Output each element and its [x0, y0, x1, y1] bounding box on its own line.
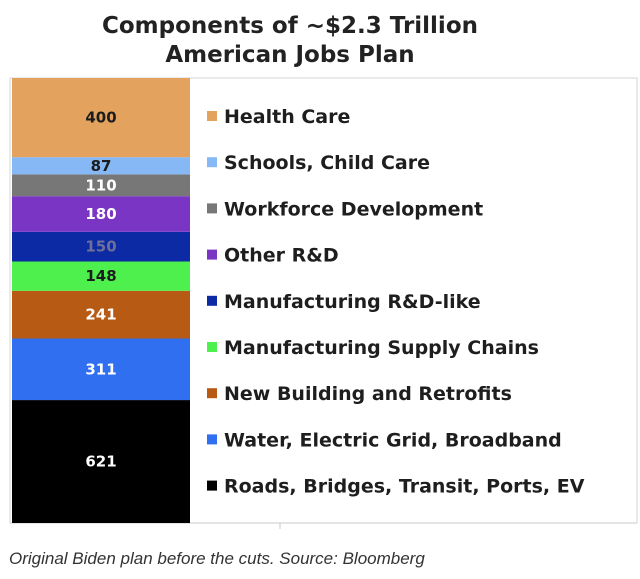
legend-swatch-water-electric-grid-broadband: [207, 434, 217, 445]
legend-label-new-building-and-retrofits: New Building and Retrofits: [224, 383, 512, 405]
legend-swatch-roads-bridges-transit-ports-ev: [207, 480, 217, 491]
bar-segment-manufacturing-supply-chains: [12, 261, 190, 291]
legend-label-schools-child-care: Schools, Child Care: [224, 152, 430, 174]
bar-segment-manufacturing-randd-like: [12, 231, 190, 262]
bar-segment-water-electric-grid-broadband: [12, 338, 190, 401]
data-label-roads-bridges-transit-ports-ev: 621: [85, 453, 116, 471]
legend-label-health-care: Health Care: [224, 106, 350, 128]
legend-label-water-electric-grid-broadband: Water, Electric Grid, Broadband: [224, 429, 562, 451]
data-label-manufacturing-randd-like: 150: [85, 238, 116, 256]
figure-caption: Original Biden plan before the cuts. Sou…: [9, 549, 425, 568]
legend: Health Care Schools, Child Care Workforce …: [207, 106, 585, 498]
legend-swatch-manufacturing-randd-like: [207, 295, 217, 306]
chart-title-line-2: American Jobs Plan: [165, 42, 414, 68]
data-label-other-randd: 180: [85, 205, 116, 223]
bar-segment-roads-bridges-transit-ports-ev: [12, 400, 190, 523]
legend-swatch-health-care: [207, 111, 217, 121]
bar-segment-workforce-development: [12, 174, 190, 197]
bar-segment-schools-child-care: [12, 157, 190, 175]
legend-swatch-other-randd: [207, 249, 217, 260]
bar-segment-health-care: [12, 78, 190, 158]
data-label-health-care: 400: [85, 109, 116, 127]
data-label-workforce-development: 110: [85, 176, 116, 194]
data-label-schools-child-care: 87: [91, 157, 112, 175]
chart-title-line-1: Components of ~$2.3 Trillion: [102, 13, 478, 39]
legend-label-workforce-development: Workforce Development: [224, 198, 483, 220]
legend-swatch-schools-child-care: [207, 157, 217, 168]
legend-label-other-randd: Other R&D: [224, 245, 339, 267]
legend-label-roads-bridges-transit-ports-ev: Roads, Bridges, Transit, Ports, EV: [224, 476, 585, 498]
bar-segment-other-randd: [12, 196, 190, 232]
legend-label-manufacturing-randd-like: Manufacturing R&D-like: [224, 291, 481, 313]
legend-label-manufacturing-supply-chains: Manufacturing Supply Chains: [224, 337, 539, 359]
legend-swatch-workforce-development: [207, 203, 217, 214]
data-label-water-electric-grid-broadband: 311: [85, 360, 116, 378]
data-label-new-building-and-retrofits: 241: [85, 306, 116, 324]
stacked-bar-chart: Components of ~$2.3 Trillion American Jo…: [9, 13, 638, 529]
legend-swatch-manufacturing-supply-chains: [207, 342, 217, 352]
legend-swatch-new-building-and-retrofits: [207, 388, 217, 399]
bar-segment-new-building-and-retrofits: [12, 290, 190, 339]
data-label-manufacturing-supply-chains: 148: [85, 267, 116, 285]
